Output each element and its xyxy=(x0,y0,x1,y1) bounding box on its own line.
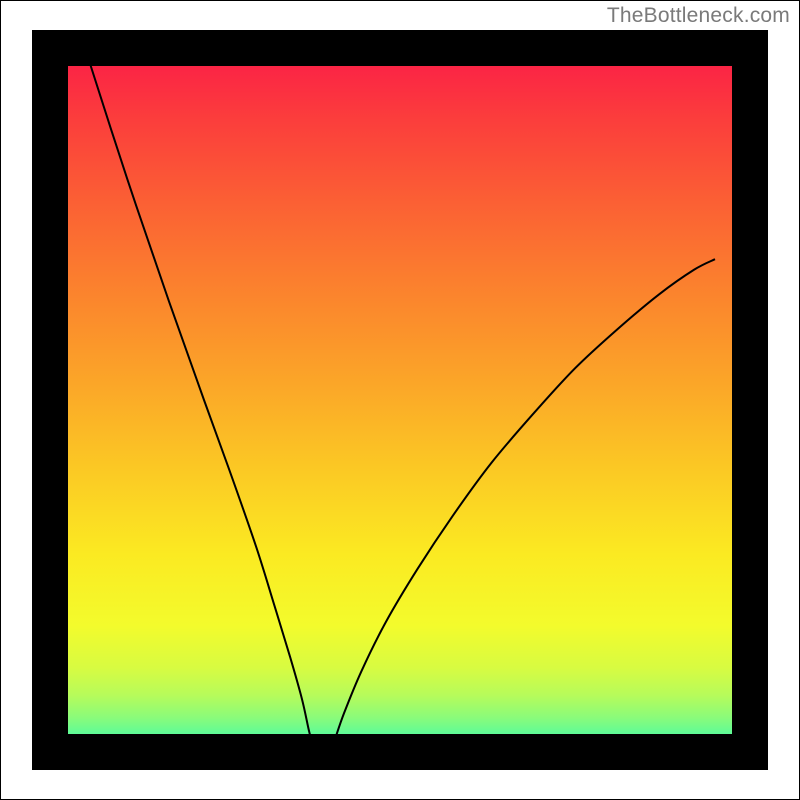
watermark-text: TheBottleneck.com xyxy=(607,4,790,28)
plot-background xyxy=(50,48,750,752)
bottleneck-chart xyxy=(0,0,800,800)
